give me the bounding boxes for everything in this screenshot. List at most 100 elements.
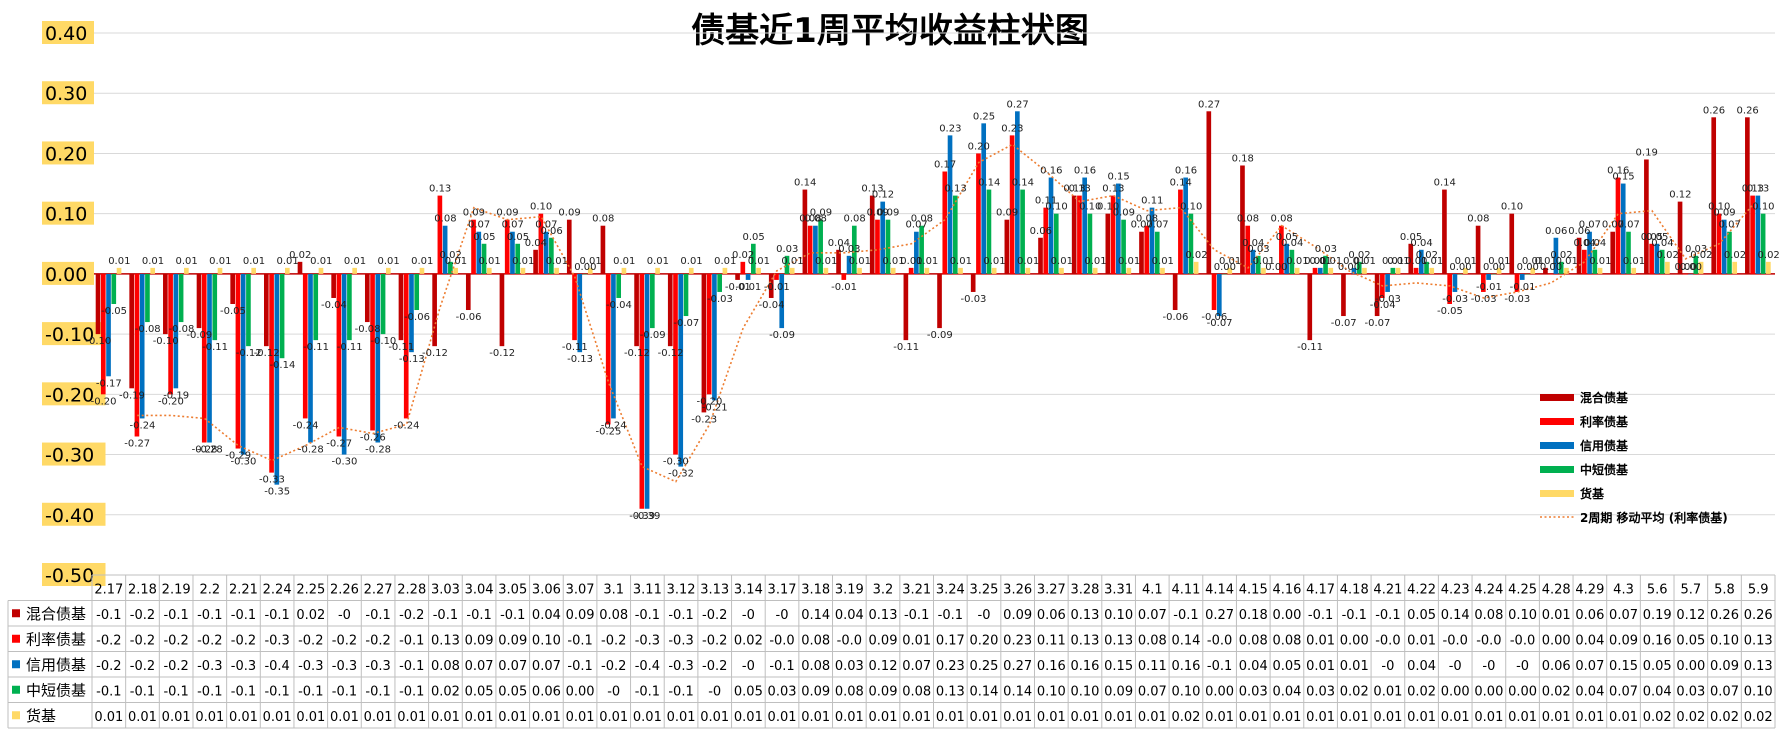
bar bbox=[1543, 267, 1548, 274]
legend-label: 混合债基 bbox=[1580, 390, 1629, 405]
table-cell: -0.0 bbox=[1510, 634, 1535, 649]
x-tick-label: 4.21 bbox=[1373, 583, 1402, 598]
data-label: 0.11 bbox=[1141, 196, 1163, 207]
data-label: 0.00 bbox=[1214, 262, 1236, 273]
table-cell: -0 bbox=[978, 608, 991, 623]
bar bbox=[1711, 117, 1717, 274]
table-cell: -0 bbox=[338, 608, 351, 623]
table-cell: -0.2 bbox=[399, 608, 424, 623]
data-label: 0.01 bbox=[546, 256, 568, 267]
bar bbox=[1071, 195, 1077, 274]
table-cell: 0.04 bbox=[532, 608, 561, 623]
table-cell: -0.3 bbox=[264, 634, 289, 649]
data-label: -0.13 bbox=[399, 354, 425, 365]
y-tick-highlight bbox=[42, 442, 106, 466]
x-tick-label: 3.24 bbox=[936, 583, 965, 598]
x-tick-label: 3.03 bbox=[431, 583, 460, 598]
data-label: 0.05 bbox=[1641, 232, 1663, 243]
x-tick-label: 4.24 bbox=[1474, 583, 1503, 598]
bar bbox=[145, 273, 150, 323]
data-label: 0.13 bbox=[1102, 184, 1124, 195]
data-label: 0.01 bbox=[1488, 256, 1510, 267]
table-cell: -0.2 bbox=[601, 634, 626, 649]
bar bbox=[1053, 213, 1059, 274]
data-label: 0.00 bbox=[1674, 262, 1696, 273]
table-cell: 0.01 bbox=[431, 710, 460, 725]
bar bbox=[217, 267, 223, 274]
table-cell: -0.1 bbox=[567, 634, 592, 649]
table-cell: 0.01 bbox=[1407, 710, 1436, 725]
bar bbox=[1447, 273, 1453, 304]
bar bbox=[1390, 267, 1396, 274]
data-label: 0.25 bbox=[973, 111, 995, 122]
data-label: 0.08 bbox=[805, 214, 827, 225]
data-label: 0.01 bbox=[142, 256, 164, 267]
table-cell: 0.17 bbox=[936, 634, 965, 649]
legend-swatch bbox=[1540, 418, 1574, 425]
data-label: -0.29 bbox=[225, 451, 251, 462]
bar bbox=[251, 267, 256, 274]
table-cell: 0.14 bbox=[970, 685, 999, 700]
bar bbox=[823, 267, 829, 274]
data-label: -0.12 bbox=[236, 348, 262, 359]
bar bbox=[836, 249, 841, 274]
bar bbox=[577, 273, 583, 353]
data-label: -0.12 bbox=[422, 348, 448, 359]
bar bbox=[1255, 255, 1261, 274]
data-label: 0.14 bbox=[1434, 178, 1456, 189]
bar bbox=[1592, 249, 1598, 274]
data-label: 0.01 bbox=[613, 256, 635, 267]
table-cell: 0.03 bbox=[1676, 685, 1705, 700]
data-label: 0.01 bbox=[781, 256, 803, 267]
data-label: 0.16 bbox=[1040, 166, 1062, 177]
data-label: -0.04 bbox=[1370, 300, 1396, 311]
data-label: 0.07 bbox=[1602, 220, 1624, 231]
x-tick-label: 3.07 bbox=[566, 583, 595, 598]
data-label: -0.07 bbox=[673, 318, 699, 329]
table-cell: -0.1 bbox=[769, 659, 794, 674]
bar bbox=[510, 231, 515, 274]
data-label: -0.19 bbox=[163, 390, 189, 401]
table-cell: 0.01 bbox=[599, 710, 628, 725]
data-label: -0.06 bbox=[456, 312, 482, 323]
table-cell: 0.23 bbox=[1003, 634, 1032, 649]
data-label: 0.04 bbox=[525, 238, 547, 249]
data-label: 0.12 bbox=[872, 190, 894, 201]
table-cell: 0.13 bbox=[936, 685, 965, 700]
table-cell: -0.1 bbox=[635, 685, 660, 700]
bar bbox=[673, 273, 678, 455]
bar bbox=[919, 225, 924, 274]
bar bbox=[1351, 267, 1357, 274]
data-label: -0.03 bbox=[1471, 294, 1497, 305]
data-label: 0.01 bbox=[377, 256, 399, 267]
bar bbox=[139, 273, 145, 419]
data-label: 0.09 bbox=[996, 208, 1018, 219]
bar bbox=[846, 255, 852, 274]
x-tick-label: 3.27 bbox=[1037, 583, 1066, 598]
bar bbox=[313, 273, 319, 341]
data-label: 0.10 bbox=[1708, 202, 1730, 213]
bar bbox=[1615, 177, 1621, 274]
table-cell: -0 bbox=[1381, 659, 1394, 674]
y-tick-label: -0.20 bbox=[45, 384, 94, 406]
bar bbox=[499, 273, 505, 347]
bar bbox=[1025, 267, 1031, 274]
bar bbox=[285, 267, 290, 274]
table-cell: 0.01 bbox=[1542, 710, 1571, 725]
table-cell: 0.08 bbox=[1138, 634, 1167, 649]
bar bbox=[880, 201, 886, 274]
bar bbox=[453, 267, 458, 274]
data-label: 0.07 bbox=[1618, 220, 1640, 231]
bar bbox=[712, 273, 717, 401]
table-cell: -0.1 bbox=[635, 608, 660, 623]
bar bbox=[818, 219, 823, 274]
data-label: -0.11 bbox=[202, 342, 228, 353]
bar bbox=[331, 273, 336, 298]
table-cell: 0.00 bbox=[1340, 634, 1369, 649]
bar bbox=[802, 189, 808, 274]
bar bbox=[1227, 267, 1233, 274]
table-cell: -0.3 bbox=[635, 634, 660, 649]
data-label: 0.06 bbox=[1545, 226, 1567, 237]
bar bbox=[1110, 195, 1116, 274]
bar bbox=[1178, 189, 1183, 274]
